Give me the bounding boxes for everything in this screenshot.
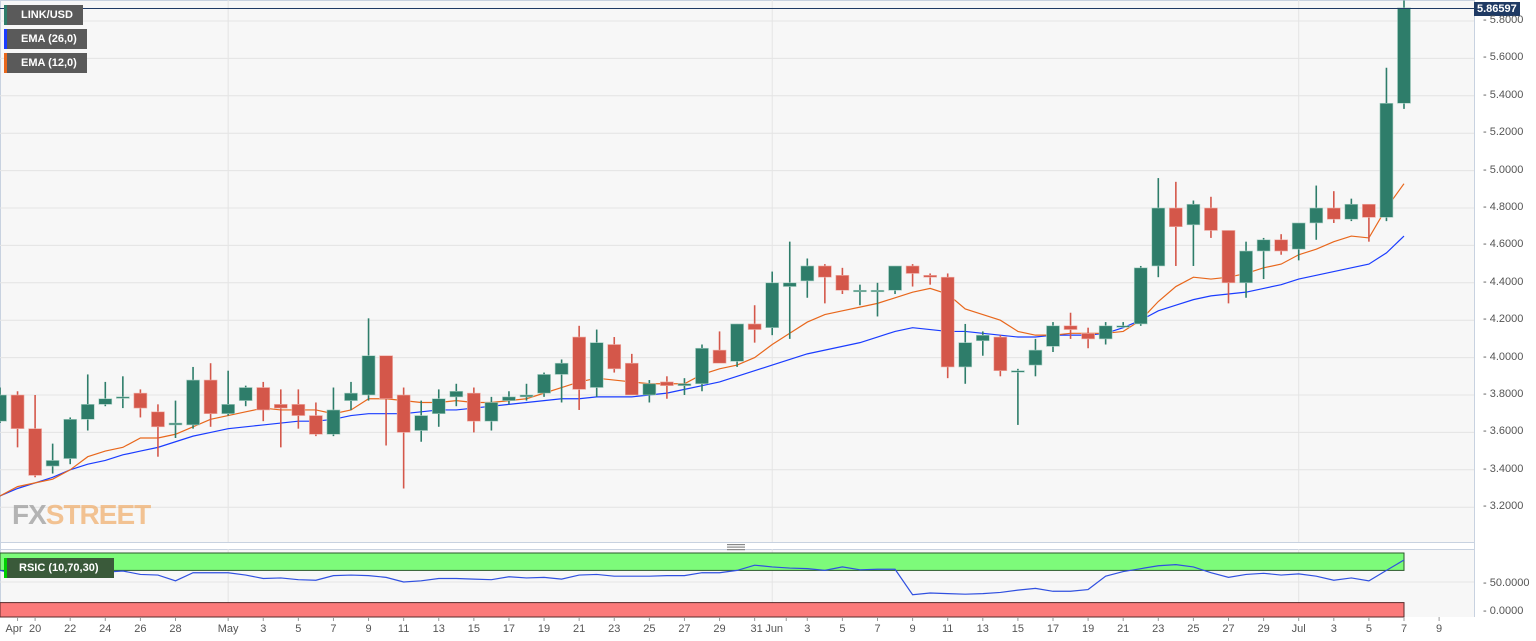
y-axis-label: - 4.8000 — [1483, 201, 1524, 213]
x-axis-label: 15 — [1011, 623, 1025, 635]
x-axis-label: 5 — [295, 623, 302, 635]
x-axis-label: 23 — [1152, 623, 1165, 635]
y-axis-label: - 4.2000 — [1483, 313, 1524, 326]
x-axis-label: Jul — [1291, 623, 1306, 635]
x-axis-label: 28 — [169, 623, 182, 635]
x-axis-label: 13 — [976, 623, 989, 635]
x-axis-label: 27 — [1222, 623, 1235, 635]
x-axis-label: 17 — [1046, 623, 1060, 635]
watermark-street: STREET — [45, 499, 151, 530]
x-axis-label: 3 — [260, 623, 267, 635]
x-axis-label: 15 — [467, 623, 480, 635]
x-axis-label: 9 — [909, 623, 916, 635]
x-axis-label: 7 — [874, 623, 881, 635]
x-axis-label: 24 — [99, 623, 112, 635]
y-axis-label: - 5.6000 — [1483, 51, 1524, 64]
pane-resize-handle[interactable] — [727, 544, 745, 551]
x-axis-label: 5 — [1365, 623, 1372, 635]
x-axis-label: 7 — [330, 623, 337, 635]
x-axis-label: 27 — [678, 623, 691, 635]
x-axis-label: 3 — [804, 623, 811, 635]
y-axis-label: - 5.4000 — [1483, 88, 1524, 101]
x-axis-label: 22 — [64, 623, 77, 635]
fxstreet-watermark: FXSTREET — [12, 499, 151, 531]
y-axis-label: - 4.0000 — [1483, 350, 1524, 363]
last-price-tag: 5.86597 — [1474, 2, 1520, 16]
x-axis-label: 13 — [432, 623, 445, 635]
y-axis-label: - 3.8000 — [1483, 388, 1524, 400]
ema26-line — [0, 235, 1405, 497]
rsi-line — [0, 559, 1405, 596]
y-axis-label: - 4.4000 — [1483, 275, 1524, 288]
x-axis-label: 11 — [397, 623, 410, 635]
y-axis-label: - 4.6000 — [1483, 238, 1524, 251]
x-axis-label: May — [217, 623, 239, 635]
x-axis-label: 9 — [1436, 623, 1443, 635]
y-axis-label: - 3.4000 — [1483, 462, 1524, 475]
x-axis-label: 17 — [502, 623, 516, 635]
x-axis-label: Jun — [765, 623, 784, 635]
x-axis-label: 3 — [1330, 623, 1337, 635]
x-axis-label: 19 — [1081, 623, 1095, 635]
x-axis-label: 11 — [941, 623, 954, 635]
watermark-fx: FX — [12, 499, 47, 530]
rsi-bands — [0, 552, 1405, 618]
legend-label: EMA (12,0) — [21, 57, 77, 69]
legend-instrument[interactable]: LINK/USD — [4, 5, 83, 25]
x-axis-label: 26 — [134, 623, 147, 635]
y-axis-label: - 3.2000 — [1483, 500, 1524, 513]
legend-label: RSIC (10,70,30) — [19, 562, 99, 574]
x-axis-label: Apr — [5, 623, 23, 635]
x-axis-label: 21 — [1117, 623, 1130, 635]
x-axis-label: 7 — [1400, 623, 1408, 635]
x-axis-label: 25 — [1187, 623, 1200, 635]
y-axis-label: - 5.2000 — [1483, 126, 1524, 139]
y-axis-label: - 5.0000 — [1483, 163, 1524, 176]
axis-ticks — [17, 617, 1440, 621]
x-axis-label: 20 — [28, 623, 42, 635]
x-axis-label: 29 — [713, 623, 726, 635]
x-axis-label: 23 — [608, 623, 621, 635]
y-axis-label: - 5.8000 — [1483, 14, 1524, 26]
x-axis-label: 29 — [1257, 623, 1270, 635]
rsi-axis-label: - 0.0000 — [1483, 605, 1524, 617]
legend-ema12[interactable]: EMA (12,0) — [4, 53, 87, 73]
y-axis-label: - 3.6000 — [1483, 425, 1524, 438]
x-axis-label: 19 — [537, 623, 551, 635]
x-axis-label: 31 — [750, 623, 763, 635]
grid-lines — [0, 0, 1474, 617]
x-axis-label: 5 — [839, 623, 846, 635]
legend-ema26[interactable]: EMA (26,0) — [4, 29, 87, 49]
legend-rsi[interactable]: RSIC (10,70,30) — [4, 558, 115, 578]
x-axis-label: 25 — [643, 623, 656, 635]
legend-label: LINK/USD — [21, 9, 73, 21]
x-axis-label: 9 — [365, 623, 372, 635]
candlesticks — [0, 0, 1411, 489]
x-axis-label: 21 — [573, 623, 586, 635]
rsi-axis-label: - 50.0000 — [1483, 577, 1530, 589]
legend-label: EMA (26,0) — [21, 33, 77, 45]
